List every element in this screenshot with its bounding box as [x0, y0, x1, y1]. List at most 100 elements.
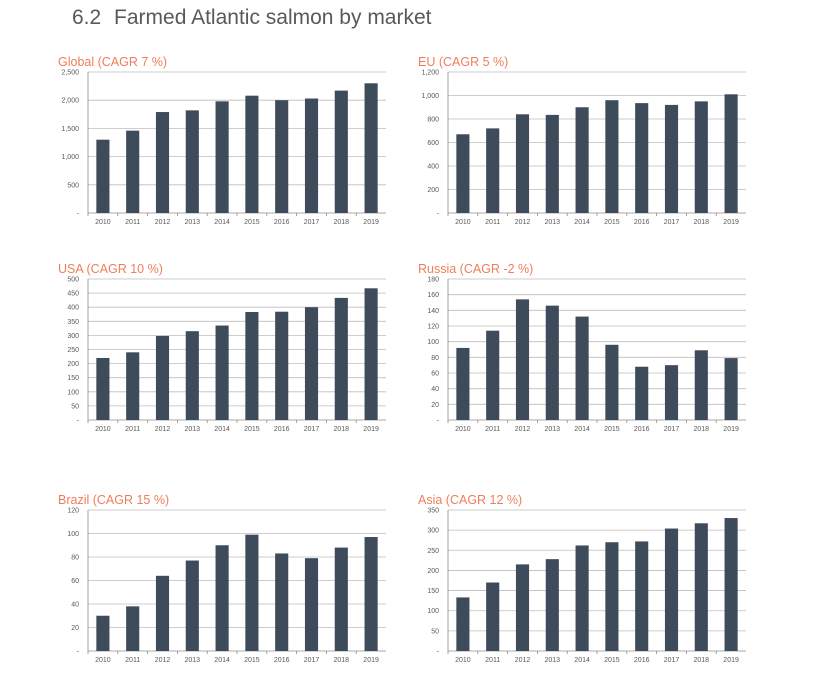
- bar-2017: [304, 307, 319, 420]
- y-tick-label: 200: [427, 187, 439, 194]
- chart-svg: - 50 100 150 200 250 300 350 400 450 500 2010 2011 20…: [67, 277, 386, 433]
- chart-title: Russia (CAGR -2 %): [418, 262, 534, 276]
- bar-2016: [275, 553, 289, 651]
- y-tick-label: 100: [67, 389, 79, 396]
- y-tick-label: 1,200: [421, 70, 439, 77]
- x-tick-label: 2019: [723, 657, 739, 664]
- bar-2019: [724, 358, 738, 420]
- x-tick-label: 2017: [664, 219, 680, 226]
- x-tick-label: 2015: [244, 657, 260, 664]
- y-tick-label: 450: [67, 291, 79, 298]
- x-tick-label: 2017: [304, 426, 320, 433]
- bar-2013: [545, 114, 559, 213]
- x-tick-label: 2019: [723, 426, 739, 433]
- y-tick-label: 200: [427, 568, 439, 575]
- bar-2012: [155, 575, 170, 651]
- bar-2016: [635, 541, 649, 651]
- chart-russia: Russia (CAGR -2 %) - 20 40 60 80 100 120 140 160…: [418, 262, 752, 467]
- x-tick-label: 2013: [185, 219, 201, 226]
- chart-title: Asia (CAGR 12 %): [418, 493, 523, 507]
- chart-title: USA (CAGR 10 %): [58, 262, 163, 276]
- bar-2016: [275, 100, 289, 213]
- x-tick-label: 2014: [574, 219, 590, 226]
- y-tick-label: 800: [427, 117, 439, 124]
- y-tick-label: 250: [67, 347, 79, 354]
- x-tick-label: 2015: [604, 657, 620, 664]
- y-tick-label: 600: [427, 140, 439, 147]
- section-number: 6.2: [72, 6, 102, 29]
- bar-2013: [545, 559, 559, 651]
- bar-2010: [456, 134, 470, 213]
- y-tick-label: 350: [427, 508, 439, 515]
- bar-2018: [334, 297, 348, 420]
- y-tick-label: 40: [71, 602, 79, 609]
- bar-2017: [664, 528, 679, 651]
- chart-svg: - 20 40 60 80 100 120 140 160 180 2010 2011 2012 2013…: [427, 277, 746, 433]
- y-tick-label: 50: [71, 403, 79, 410]
- bar-2017: [664, 365, 679, 420]
- bar-2017: [304, 558, 319, 651]
- x-tick-label: 2014: [214, 657, 230, 664]
- bar-2011: [486, 582, 500, 651]
- x-tick-label: 2018: [334, 657, 350, 664]
- x-tick-label: 2015: [604, 219, 620, 226]
- bar-2014: [575, 107, 589, 213]
- bar-2019: [724, 518, 738, 651]
- chart-svg: - 20 40 60 80 100 120 2010 2011 2012 2013 2014 2015 2…: [67, 508, 386, 664]
- bar-2011: [126, 130, 140, 213]
- bar-2011: [126, 606, 140, 651]
- bar-2010: [456, 347, 470, 420]
- y-tick-label: 2,000: [61, 98, 79, 105]
- x-tick-label: 2012: [155, 426, 171, 433]
- y-tick-label: 80: [71, 555, 79, 562]
- x-tick-label: 2014: [214, 219, 230, 226]
- y-tick-label: 400: [427, 164, 439, 171]
- bar-2011: [486, 128, 500, 213]
- x-tick-label: 2016: [274, 426, 290, 433]
- x-tick-label: 2013: [545, 657, 561, 664]
- bar-2011: [126, 352, 140, 420]
- y-tick-label: 180: [427, 277, 439, 284]
- y-tick-label: -: [77, 211, 80, 218]
- y-tick-label: 500: [67, 277, 79, 284]
- y-tick-label: -: [77, 418, 80, 425]
- x-tick-label: 2017: [664, 426, 680, 433]
- chart-title: EU (CAGR 5 %): [418, 55, 509, 69]
- bar-2014: [575, 545, 589, 651]
- y-tick-label: 120: [427, 324, 439, 331]
- x-tick-label: 2011: [485, 219, 500, 226]
- chart-usa: USA (CAGR 10 %) - 50 100 150 200 250 300 350 400…: [58, 262, 392, 467]
- x-tick-label: 2018: [334, 426, 350, 433]
- y-tick-label: 60: [71, 578, 79, 585]
- y-tick-label: 150: [427, 588, 439, 595]
- y-tick-label: 40: [431, 386, 439, 393]
- x-tick-label: 2013: [185, 426, 201, 433]
- bar-2012: [515, 299, 530, 420]
- y-tick-label: 400: [67, 305, 79, 312]
- y-tick-label: -: [437, 649, 440, 656]
- bar-2016: [635, 103, 649, 213]
- x-tick-label: 2014: [574, 426, 590, 433]
- x-tick-label: 2010: [95, 219, 111, 226]
- chart-svg: - 500 1,000 1,500 2,000 2,500 2010 2011 2012 2013…: [61, 70, 386, 226]
- y-tick-label: 1,000: [61, 154, 79, 161]
- page-heading: 6.2 Farmed Atlantic salmon by market: [72, 6, 432, 30]
- y-tick-label: 350: [67, 319, 79, 326]
- x-tick-label: 2018: [334, 219, 350, 226]
- y-tick-label: -: [77, 649, 80, 656]
- bar-2010: [96, 357, 110, 420]
- x-tick-label: 2015: [244, 426, 260, 433]
- chart-svg: - 50 100 150 200 250 300 350 2010 2011 2012 2013 201…: [427, 508, 746, 664]
- bar-2012: [515, 564, 530, 651]
- bar-2018: [334, 547, 348, 651]
- y-tick-label: 140: [427, 308, 439, 315]
- bar-2018: [694, 101, 708, 213]
- y-tick-label: 50: [431, 628, 439, 635]
- section-title: Farmed Atlantic salmon by market: [114, 6, 432, 29]
- x-tick-label: 2012: [515, 426, 531, 433]
- x-tick-label: 2010: [95, 657, 111, 664]
- x-tick-label: 2011: [125, 219, 140, 226]
- bar-2010: [96, 139, 110, 213]
- y-tick-label: 200: [67, 361, 79, 368]
- y-tick-label: 100: [67, 531, 79, 538]
